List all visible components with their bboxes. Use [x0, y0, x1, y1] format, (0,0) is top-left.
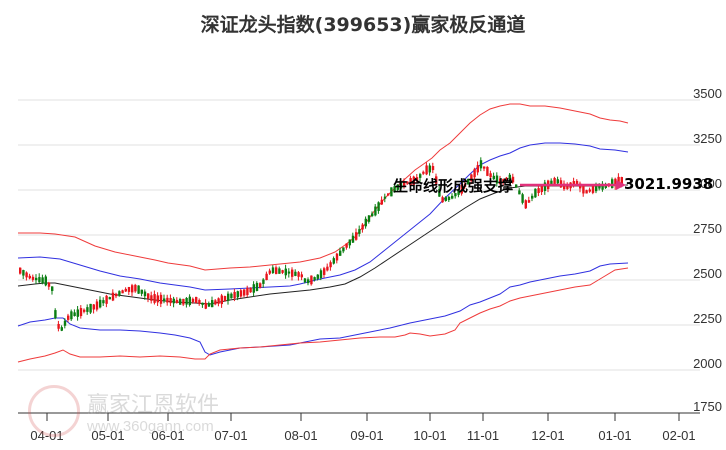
y-tick-2500: 2500	[693, 266, 722, 281]
y-tick-2250: 2250	[693, 311, 722, 326]
x-tick-10-01: 10-01	[413, 428, 447, 443]
x-tick-08-01: 08-01	[284, 428, 318, 443]
x-tick-05-01: 05-01	[91, 428, 125, 443]
y-tick-3000: 3000	[693, 176, 722, 191]
candlesticks	[19, 157, 623, 332]
x-tick-11-01: 11-01	[466, 428, 500, 443]
x-tick-09-01: 09-01	[350, 428, 384, 443]
y-tick-2750: 2750	[693, 221, 722, 236]
last-value-annotation: 3021.9938	[624, 175, 714, 193]
outer-upper-band	[18, 103, 629, 271]
x-tick-12-01: 12-01	[531, 428, 565, 443]
outer-lower-band	[17, 267, 629, 363]
lifeline-support-annotation: 生命线形成强支撑	[393, 177, 514, 195]
x-tick-02-01: 02-01	[662, 428, 696, 443]
x-tick-07-01: 07-01	[214, 428, 248, 443]
watermark-name: 赢家江恩软件	[87, 393, 220, 418]
y-tick-2000: 2000	[693, 356, 722, 371]
watermark-url: www.360gann.com	[87, 418, 214, 435]
midline-lifeline	[17, 184, 628, 305]
y-tick-3500: 3500	[693, 86, 722, 101]
inner-lower-band	[17, 262, 629, 356]
inner-upper-band	[17, 142, 629, 291]
chart-title: 深证龙头指数(399653)赢家极反通道	[200, 14, 526, 36]
x-tick-06-01: 06-01	[151, 428, 185, 443]
y-tick-1750: 1750	[693, 399, 722, 414]
y-tick-3250: 3250	[693, 131, 722, 146]
support-arrow	[520, 180, 626, 190]
watermark-logo-icon	[28, 385, 80, 437]
x-tick-01-01: 01-01	[598, 428, 632, 443]
